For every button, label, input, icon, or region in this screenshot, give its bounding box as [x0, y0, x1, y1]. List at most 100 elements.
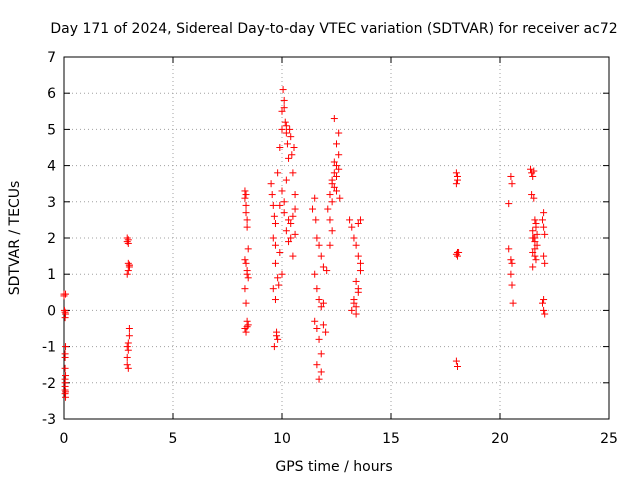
data-point: [333, 140, 340, 148]
data-point: [330, 158, 338, 166]
data-point: [125, 332, 133, 340]
data-point: [244, 245, 252, 253]
data-point: [505, 200, 513, 208]
data-point: [319, 299, 327, 307]
data-point: [269, 234, 277, 242]
data-point: [330, 183, 338, 191]
data-point: [317, 303, 325, 311]
grid-lines: [64, 57, 609, 419]
y-tick-label: 4: [47, 159, 56, 175]
data-point: [540, 223, 548, 231]
data-point: [529, 227, 537, 235]
y-axis-label: SDTVAR / TECUs: [7, 181, 23, 296]
data-point: [243, 270, 251, 278]
data-point: [60, 306, 68, 314]
data-point: [242, 191, 250, 199]
data-point: [507, 172, 515, 180]
data-point: [278, 107, 286, 115]
data-point: [287, 234, 295, 242]
data-point: [280, 209, 288, 217]
data-point: [281, 118, 289, 126]
data-point: [530, 167, 538, 175]
data-point: [244, 274, 252, 282]
data-point: [269, 285, 277, 293]
data-point: [242, 201, 250, 209]
data-point: [315, 241, 323, 249]
data-point: [356, 259, 364, 267]
data-point: [507, 270, 515, 278]
data-point: [287, 133, 295, 141]
data-point: [330, 115, 338, 123]
data-point: [326, 241, 334, 249]
data-point: [124, 259, 132, 267]
data-point: [282, 129, 290, 137]
data-point: [273, 332, 281, 340]
data-point: [453, 363, 461, 371]
x-tick-label: 0: [60, 431, 69, 447]
data-point: [533, 230, 541, 238]
data-point: [312, 216, 320, 224]
data-point: [288, 151, 296, 159]
data-point: [530, 194, 538, 202]
data-point: [291, 191, 299, 199]
data-point: [124, 267, 132, 275]
x-axis-ticks: 0 5 10 15 20 25: [60, 57, 618, 447]
data-point: [123, 343, 131, 351]
data-point: [330, 169, 338, 177]
data-point: [317, 252, 325, 260]
data-point: [271, 241, 279, 249]
data-point: [243, 323, 251, 331]
data-point: [317, 350, 325, 358]
data-point: [278, 125, 286, 133]
data-point: [508, 180, 516, 188]
y-tick-label: 3: [47, 195, 56, 211]
data-point: [315, 296, 323, 304]
data-point: [505, 245, 513, 253]
data-point: [243, 223, 251, 231]
data-point: [541, 259, 549, 267]
data-point: [328, 198, 336, 206]
data-point: [269, 201, 277, 209]
data-point: [313, 325, 321, 332]
data-point: [328, 227, 336, 235]
data-point: [352, 241, 360, 249]
data-point: [539, 299, 547, 307]
x-axis-label: GPS time / hours: [275, 459, 392, 475]
data-point: [282, 176, 290, 184]
data-point: [319, 263, 327, 271]
data-point: [270, 212, 278, 220]
data-point: [123, 238, 131, 246]
data-point: [539, 216, 547, 224]
data-point: [124, 346, 132, 354]
data-point: [289, 212, 297, 220]
x-tick-label: 5: [169, 431, 178, 447]
data-point: [322, 328, 330, 336]
data-point: [350, 234, 358, 242]
data-point: [508, 259, 516, 267]
data-point: [280, 104, 288, 112]
data-point: [315, 375, 323, 383]
data-point: [123, 353, 131, 361]
data-point: [241, 256, 249, 264]
data-point: [311, 270, 319, 278]
data-point: [540, 252, 548, 260]
data-point: [328, 176, 336, 184]
data-point: [531, 245, 539, 253]
chart-title: Day 171 of 2024, Sidereal Day-to-day VTE…: [50, 21, 617, 37]
data-point: [290, 144, 298, 151]
y-tick-label: -2: [42, 376, 56, 392]
data-point: [323, 267, 331, 275]
data-point: [241, 285, 249, 293]
data-point: [61, 353, 69, 361]
data-point: [275, 281, 283, 289]
data-point: [333, 172, 340, 180]
data-point: [335, 165, 343, 173]
data-point: [274, 274, 282, 282]
data-point: [529, 263, 537, 271]
data-point: [285, 216, 293, 224]
y-tick-label: 0: [47, 303, 56, 319]
data-point: [124, 364, 132, 372]
data-point: [319, 321, 327, 329]
data-point: [276, 201, 284, 209]
data-point: [315, 335, 323, 343]
